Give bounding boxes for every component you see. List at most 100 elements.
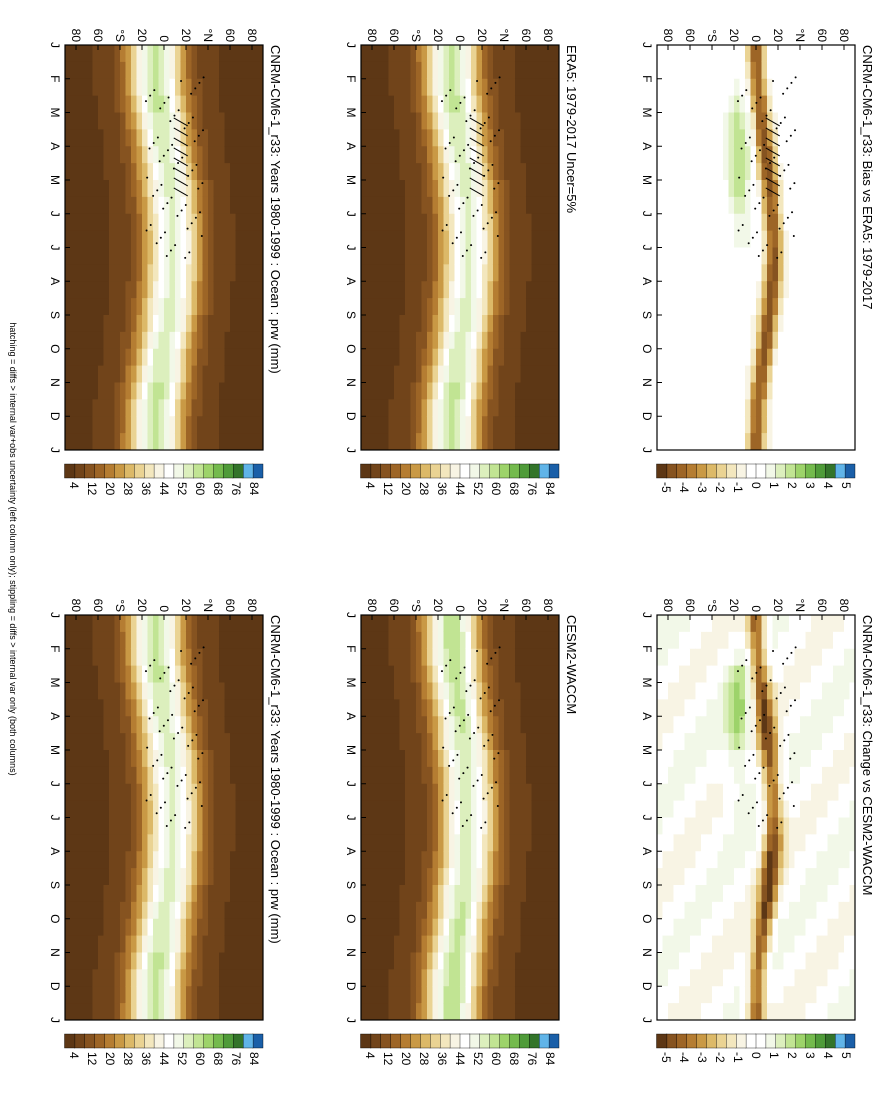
heat-cell [432, 230, 438, 248]
heat-cell [393, 230, 400, 248]
heat-cell [70, 834, 76, 852]
heat-cell [810, 399, 817, 417]
heat-cell [448, 399, 455, 417]
heat-cell [492, 733, 499, 751]
month-label: A [344, 712, 358, 720]
heat-cell [235, 699, 241, 717]
heat-cell [360, 631, 367, 650]
heat-cell [75, 264, 82, 282]
heat-cell [75, 682, 82, 700]
heat-cell [832, 196, 839, 215]
heat-cell [662, 382, 668, 400]
heat-cell [366, 180, 372, 198]
heat-cell [191, 365, 197, 383]
heat-cell [152, 281, 159, 299]
heat-cell [498, 399, 504, 417]
heat-cell [448, 834, 455, 852]
heat-cell [251, 230, 258, 248]
heat-cell [689, 146, 696, 164]
heat-cell [147, 935, 153, 953]
stipple-dot [441, 229, 444, 232]
heat-cell [722, 180, 729, 198]
heat-cell [125, 61, 131, 80]
heat-cell [81, 918, 87, 937]
heat-cell [492, 331, 499, 350]
heat-cell [536, 1003, 543, 1021]
heat-cell [229, 969, 236, 987]
heat-cell [64, 699, 71, 717]
heat-cell [750, 196, 756, 215]
heat-cell [487, 935, 493, 953]
stipple-dot [183, 127, 186, 130]
heat-cell [86, 1003, 93, 1021]
heat-cell [388, 247, 394, 265]
heat-cell [410, 348, 416, 367]
heat-cell [514, 935, 521, 953]
heat-cell [799, 382, 806, 400]
heat-cell [805, 129, 811, 147]
heat-cell [838, 331, 844, 350]
heat-cell [503, 733, 510, 751]
heat-cell [531, 399, 537, 417]
heat-cell [547, 95, 554, 113]
heat-cell [366, 78, 372, 97]
heat-cell [393, 682, 400, 700]
heat-cell [114, 868, 120, 886]
heat-cell [722, 315, 729, 333]
heat-cell [728, 348, 734, 367]
heat-cell [163, 885, 170, 903]
heat-cell [470, 918, 477, 937]
heat-cell [224, 885, 230, 903]
heat-cell [86, 750, 93, 768]
heat-cell [257, 868, 263, 886]
heat-cell [163, 78, 170, 97]
heat-cell [536, 682, 543, 700]
heat-cell [448, 969, 455, 987]
heat-cell [393, 918, 400, 937]
heat-cell [547, 264, 554, 282]
heat-cell [437, 399, 444, 417]
heat-cell [553, 918, 559, 937]
stipple-dot [761, 120, 764, 123]
stipple-dot [186, 797, 189, 800]
heat-cell [498, 45, 504, 63]
heat-cell [794, 348, 800, 367]
heat-cell [213, 298, 219, 316]
heat-cell [130, 716, 137, 734]
colorbar-swatch [252, 463, 264, 479]
heat-cell [487, 716, 493, 734]
heat-cell [70, 986, 76, 1004]
heat-cell [141, 969, 148, 987]
heat-cell [75, 348, 82, 367]
heat-cell [235, 163, 241, 181]
heat-cell [103, 699, 109, 717]
heat-cell [827, 230, 833, 248]
heat-cell [487, 615, 493, 633]
heat-cell [772, 382, 778, 400]
heat-cell [454, 264, 460, 282]
heat-cell [437, 868, 444, 886]
heat-cell [761, 416, 767, 434]
heat-cell [805, 298, 811, 316]
heat-cell [169, 213, 175, 232]
heat-cell [706, 281, 712, 299]
heat-cell [728, 365, 734, 383]
heat-cell [426, 247, 433, 265]
heat-cell [503, 61, 510, 80]
stipple-dot [445, 664, 448, 667]
heat-cell [821, 146, 828, 164]
stipple-dot [759, 96, 762, 99]
heat-cell [711, 112, 718, 130]
heat-cell [695, 365, 701, 383]
stipple-dot [762, 196, 765, 199]
heat-cell [531, 180, 537, 198]
heat-cell [788, 348, 795, 367]
heat-cell [849, 112, 855, 130]
heat-cell [377, 196, 383, 215]
heat-cell [514, 433, 521, 451]
heat-cell [722, 213, 729, 232]
heat-cell [750, 78, 756, 97]
heat-cell [536, 163, 543, 181]
heat-cell [108, 247, 115, 265]
